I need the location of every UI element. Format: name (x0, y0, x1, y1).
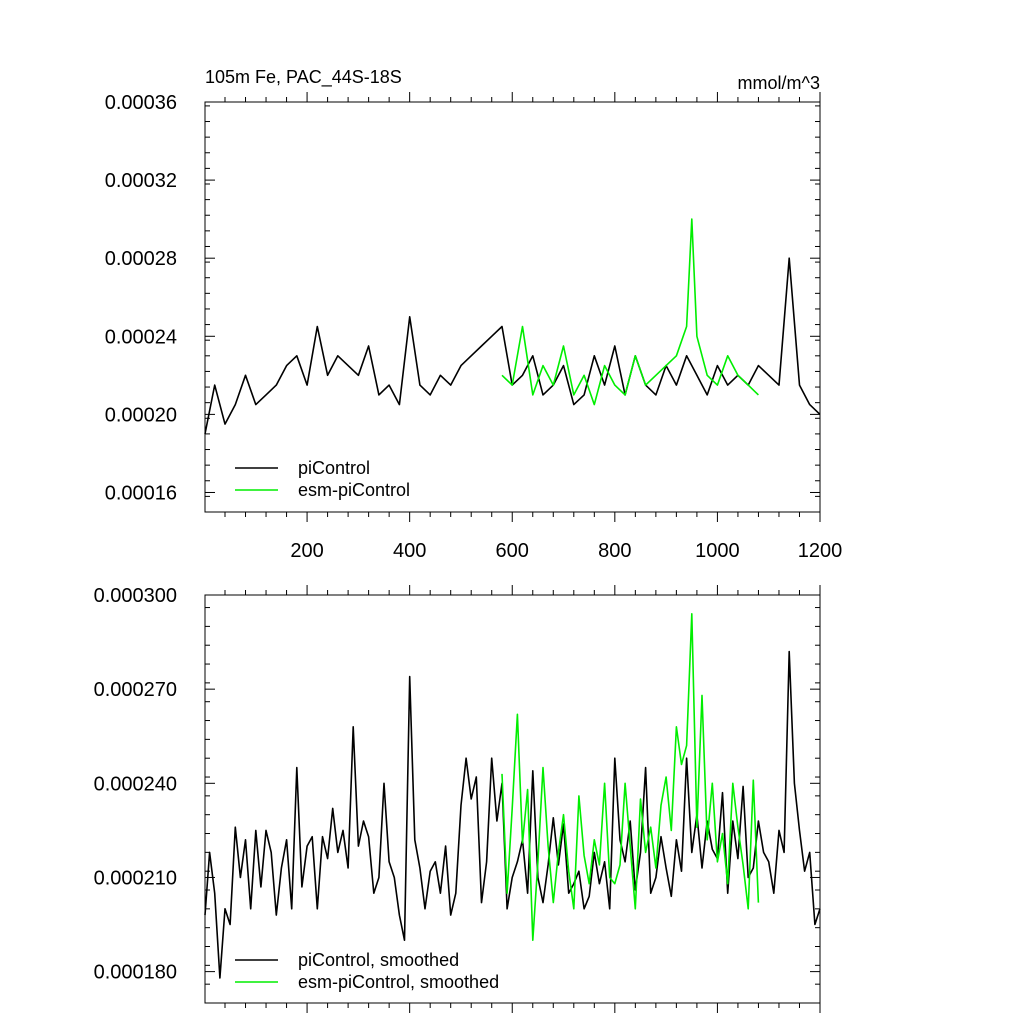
top-series-group (204, 218, 821, 435)
series-line-picontrol (204, 257, 821, 435)
y-tick-label: 0.00024 (105, 326, 177, 348)
x-tick-label: 1000 (695, 540, 740, 562)
x-tick-label: 1200 (798, 540, 843, 562)
legend-label-esm-picontrol-smoothed: esm-piControl, smoothed (298, 972, 499, 992)
legend-label-picontrol: piControl (298, 458, 370, 478)
top-legend: piControl esm-piControl (235, 458, 410, 500)
x-tick-label: 400 (393, 540, 426, 562)
y-tick-label: 0.000270 (94, 679, 177, 701)
y-tick-label: 0.000210 (94, 867, 177, 889)
series-line-esm-picontrol (501, 218, 759, 406)
y-tick-label: 0.000300 (94, 585, 177, 607)
top-axis-ticks: 0.00016 0.00020 0.00024 0.00028 0.00032 0.000… (105, 92, 843, 562)
chart-units-label: mmol/m^3 (738, 73, 820, 93)
bottom-chart-panel: 0.000180 0.000210 0.000240 0.000270 0.000300… (94, 585, 821, 1013)
legend-label-picontrol-smoothed: piControl, smoothed (298, 950, 459, 970)
y-tick-label: 0.000240 (94, 773, 177, 795)
chart-title: 105m Fe, PAC_44S-18S (205, 67, 402, 88)
bottom-axis-ticks: 0.000180 0.000210 0.000240 0.000270 0.000300 (94, 585, 821, 1013)
top-plot-frame (204, 101, 821, 513)
legend-label-esm-picontrol: esm-piControl (298, 480, 410, 500)
x-tick-label: 200 (290, 540, 323, 562)
y-tick-label: 0.000180 (94, 962, 177, 984)
y-tick-label: 0.00036 (105, 92, 177, 114)
y-tick-label: 0.00016 (105, 482, 177, 504)
bottom-legend: piControl, smoothed esm-piControl, smoot… (235, 950, 499, 992)
bottom-series-group (204, 612, 821, 979)
top-chart-panel: 105m Fe, PAC_44S-18S mmol/m^3 0.000160.0… (105, 67, 843, 562)
y-tick-label: 0.00020 (105, 404, 177, 426)
x-tick-label: 600 (496, 540, 529, 562)
y-tick-label: 0.00032 (105, 170, 177, 192)
y-tick-label: 0.00028 (105, 248, 177, 270)
series-line-esm-picontrol-smoothed (501, 612, 760, 942)
x-tick-label: 800 (598, 540, 631, 562)
